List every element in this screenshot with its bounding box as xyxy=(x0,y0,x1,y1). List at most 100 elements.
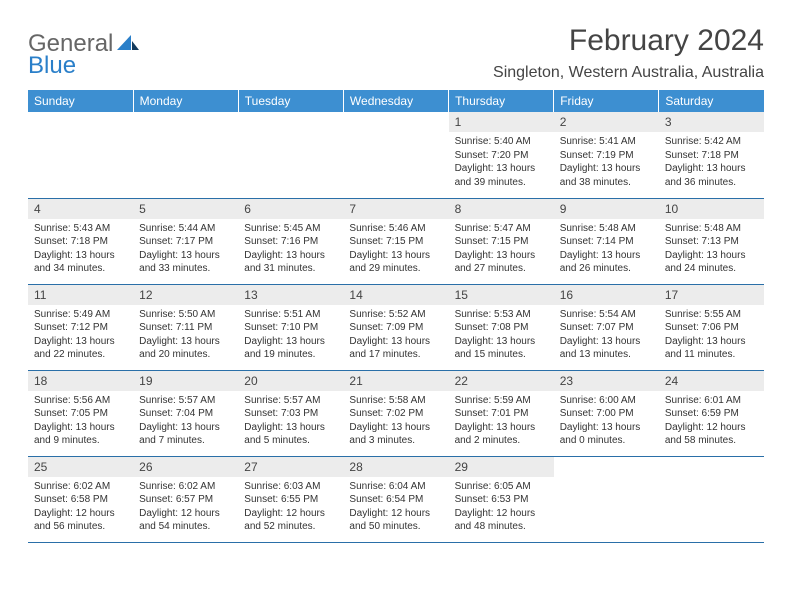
calendar-day: 27Sunrise: 6:03 AMSunset: 6:55 PMDayligh… xyxy=(238,456,343,542)
day-number: 29 xyxy=(449,457,554,477)
location: Singleton, Western Australia, Australia xyxy=(493,64,764,82)
day-detail: Sunrise: 5:43 AMSunset: 7:18 PMDaylight:… xyxy=(28,219,133,280)
day-header: Monday xyxy=(133,90,238,112)
day-detail: Sunrise: 5:55 AMSunset: 7:06 PMDaylight:… xyxy=(659,305,764,366)
day-number: 21 xyxy=(343,371,448,391)
day-number: 28 xyxy=(343,457,448,477)
day-number: 8 xyxy=(449,199,554,219)
calendar-week: 11Sunrise: 5:49 AMSunset: 7:12 PMDayligh… xyxy=(28,284,764,370)
calendar-day: 13Sunrise: 5:51 AMSunset: 7:10 PMDayligh… xyxy=(238,284,343,370)
calendar-empty xyxy=(238,112,343,198)
day-header: Friday xyxy=(554,90,659,112)
day-number: 9 xyxy=(554,199,659,219)
calendar-day: 20Sunrise: 5:57 AMSunset: 7:03 PMDayligh… xyxy=(238,370,343,456)
calendar-day: 10Sunrise: 5:48 AMSunset: 7:13 PMDayligh… xyxy=(659,198,764,284)
calendar-day: 5Sunrise: 5:44 AMSunset: 7:17 PMDaylight… xyxy=(133,198,238,284)
day-detail: Sunrise: 5:45 AMSunset: 7:16 PMDaylight:… xyxy=(238,219,343,280)
calendar-empty xyxy=(28,112,133,198)
calendar-table: SundayMondayTuesdayWednesdayThursdayFrid… xyxy=(28,90,764,543)
day-detail: Sunrise: 5:41 AMSunset: 7:19 PMDaylight:… xyxy=(554,132,659,193)
calendar-day: 6Sunrise: 5:45 AMSunset: 7:16 PMDaylight… xyxy=(238,198,343,284)
calendar-week: 4Sunrise: 5:43 AMSunset: 7:18 PMDaylight… xyxy=(28,198,764,284)
calendar-empty xyxy=(343,112,448,198)
calendar-day: 3Sunrise: 5:42 AMSunset: 7:18 PMDaylight… xyxy=(659,112,764,198)
day-detail: Sunrise: 5:53 AMSunset: 7:08 PMDaylight:… xyxy=(449,305,554,366)
day-number: 5 xyxy=(133,199,238,219)
calendar-day: 28Sunrise: 6:04 AMSunset: 6:54 PMDayligh… xyxy=(343,456,448,542)
day-number: 18 xyxy=(28,371,133,391)
day-number: 7 xyxy=(343,199,448,219)
calendar-empty xyxy=(133,112,238,198)
day-detail: Sunrise: 5:51 AMSunset: 7:10 PMDaylight:… xyxy=(238,305,343,366)
calendar-week: 18Sunrise: 5:56 AMSunset: 7:05 PMDayligh… xyxy=(28,370,764,456)
calendar-day: 8Sunrise: 5:47 AMSunset: 7:15 PMDaylight… xyxy=(449,198,554,284)
day-detail: Sunrise: 6:03 AMSunset: 6:55 PMDaylight:… xyxy=(238,477,343,538)
day-detail: Sunrise: 5:42 AMSunset: 7:18 PMDaylight:… xyxy=(659,132,764,193)
day-header: Thursday xyxy=(449,90,554,112)
calendar-day: 29Sunrise: 6:05 AMSunset: 6:53 PMDayligh… xyxy=(449,456,554,542)
day-detail: Sunrise: 5:57 AMSunset: 7:04 PMDaylight:… xyxy=(133,391,238,452)
day-detail: Sunrise: 6:02 AMSunset: 6:58 PMDaylight:… xyxy=(28,477,133,538)
calendar-day: 11Sunrise: 5:49 AMSunset: 7:12 PMDayligh… xyxy=(28,284,133,370)
calendar-empty xyxy=(554,456,659,542)
day-detail: Sunrise: 5:50 AMSunset: 7:11 PMDaylight:… xyxy=(133,305,238,366)
day-detail: Sunrise: 5:48 AMSunset: 7:14 PMDaylight:… xyxy=(554,219,659,280)
calendar-day: 14Sunrise: 5:52 AMSunset: 7:09 PMDayligh… xyxy=(343,284,448,370)
day-number: 16 xyxy=(554,285,659,305)
calendar-day: 7Sunrise: 5:46 AMSunset: 7:15 PMDaylight… xyxy=(343,198,448,284)
day-detail: Sunrise: 5:58 AMSunset: 7:02 PMDaylight:… xyxy=(343,391,448,452)
day-number: 22 xyxy=(449,371,554,391)
day-detail: Sunrise: 6:04 AMSunset: 6:54 PMDaylight:… xyxy=(343,477,448,538)
calendar-day: 24Sunrise: 6:01 AMSunset: 6:59 PMDayligh… xyxy=(659,370,764,456)
day-detail: Sunrise: 5:52 AMSunset: 7:09 PMDaylight:… xyxy=(343,305,448,366)
day-header: Tuesday xyxy=(238,90,343,112)
day-detail: Sunrise: 6:05 AMSunset: 6:53 PMDaylight:… xyxy=(449,477,554,538)
day-detail: Sunrise: 6:00 AMSunset: 7:00 PMDaylight:… xyxy=(554,391,659,452)
day-number: 14 xyxy=(343,285,448,305)
calendar-week: 1Sunrise: 5:40 AMSunset: 7:20 PMDaylight… xyxy=(28,112,764,198)
day-detail: Sunrise: 5:40 AMSunset: 7:20 PMDaylight:… xyxy=(449,132,554,193)
day-header: Sunday xyxy=(28,90,133,112)
day-number: 19 xyxy=(133,371,238,391)
day-detail: Sunrise: 5:56 AMSunset: 7:05 PMDaylight:… xyxy=(28,391,133,452)
day-number: 20 xyxy=(238,371,343,391)
day-header: Wednesday xyxy=(343,90,448,112)
calendar-day: 19Sunrise: 5:57 AMSunset: 7:04 PMDayligh… xyxy=(133,370,238,456)
day-number: 3 xyxy=(659,112,764,132)
calendar-day: 2Sunrise: 5:41 AMSunset: 7:19 PMDaylight… xyxy=(554,112,659,198)
calendar-week: 25Sunrise: 6:02 AMSunset: 6:58 PMDayligh… xyxy=(28,456,764,542)
day-number: 1 xyxy=(449,112,554,132)
day-number: 2 xyxy=(554,112,659,132)
calendar-day: 4Sunrise: 5:43 AMSunset: 7:18 PMDaylight… xyxy=(28,198,133,284)
day-detail: Sunrise: 5:48 AMSunset: 7:13 PMDaylight:… xyxy=(659,219,764,280)
calendar-day: 23Sunrise: 6:00 AMSunset: 7:00 PMDayligh… xyxy=(554,370,659,456)
day-number: 13 xyxy=(238,285,343,305)
day-number: 4 xyxy=(28,199,133,219)
day-header: Saturday xyxy=(659,90,764,112)
day-detail: Sunrise: 5:57 AMSunset: 7:03 PMDaylight:… xyxy=(238,391,343,452)
logo-sail-icon xyxy=(117,30,139,58)
day-number: 27 xyxy=(238,457,343,477)
header: General February 2024 Singleton, Western… xyxy=(28,24,764,82)
day-detail: Sunrise: 6:01 AMSunset: 6:59 PMDaylight:… xyxy=(659,391,764,452)
day-number: 10 xyxy=(659,199,764,219)
day-detail: Sunrise: 6:02 AMSunset: 6:57 PMDaylight:… xyxy=(133,477,238,538)
day-number: 15 xyxy=(449,285,554,305)
day-detail: Sunrise: 5:46 AMSunset: 7:15 PMDaylight:… xyxy=(343,219,448,280)
month-title: February 2024 xyxy=(493,24,764,58)
calendar-empty xyxy=(659,456,764,542)
day-number: 6 xyxy=(238,199,343,219)
day-detail: Sunrise: 5:44 AMSunset: 7:17 PMDaylight:… xyxy=(133,219,238,280)
day-number: 25 xyxy=(28,457,133,477)
calendar-day: 21Sunrise: 5:58 AMSunset: 7:02 PMDayligh… xyxy=(343,370,448,456)
calendar-day: 9Sunrise: 5:48 AMSunset: 7:14 PMDaylight… xyxy=(554,198,659,284)
calendar-day: 22Sunrise: 5:59 AMSunset: 7:01 PMDayligh… xyxy=(449,370,554,456)
day-number: 24 xyxy=(659,371,764,391)
calendar-day: 18Sunrise: 5:56 AMSunset: 7:05 PMDayligh… xyxy=(28,370,133,456)
calendar-day: 15Sunrise: 5:53 AMSunset: 7:08 PMDayligh… xyxy=(449,284,554,370)
day-detail: Sunrise: 5:47 AMSunset: 7:15 PMDaylight:… xyxy=(449,219,554,280)
day-detail: Sunrise: 5:59 AMSunset: 7:01 PMDaylight:… xyxy=(449,391,554,452)
day-number: 26 xyxy=(133,457,238,477)
calendar-day: 17Sunrise: 5:55 AMSunset: 7:06 PMDayligh… xyxy=(659,284,764,370)
calendar-day: 25Sunrise: 6:02 AMSunset: 6:58 PMDayligh… xyxy=(28,456,133,542)
